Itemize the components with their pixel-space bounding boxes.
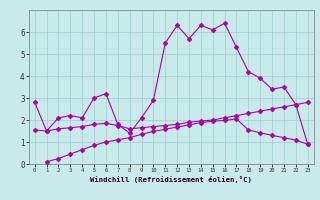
X-axis label: Windchill (Refroidissement éolien,°C): Windchill (Refroidissement éolien,°C): [90, 176, 252, 183]
